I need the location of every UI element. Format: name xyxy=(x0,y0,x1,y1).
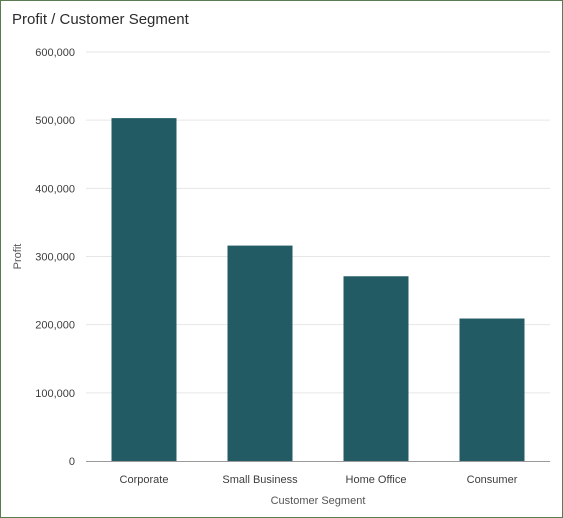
y-tick-label: 0 xyxy=(69,456,75,468)
x-tick-label: Home Office xyxy=(346,474,407,486)
x-axis-ticks: Corporate Small Business Home Office Consum… xyxy=(120,474,518,486)
y-tick-label: 200,000 xyxy=(35,320,75,332)
y-tick-label: 300,000 xyxy=(35,252,75,264)
bar-small-business[interactable] xyxy=(227,245,293,461)
x-axis-label: Customer Segment xyxy=(271,495,366,507)
bars xyxy=(111,118,525,461)
y-tick-label: 100,000 xyxy=(35,388,75,400)
x-tick-label: Consumer xyxy=(467,474,518,486)
bar-corporate[interactable] xyxy=(111,118,177,461)
x-tick-label: Small Business xyxy=(222,474,298,486)
x-tick-label: Corporate xyxy=(120,474,169,486)
y-axis-label: Profit xyxy=(12,244,24,270)
chart-title: Profit / Customer Segment xyxy=(12,11,189,28)
bar-home-office[interactable] xyxy=(343,276,409,461)
y-tick-label: 600,000 xyxy=(35,47,75,59)
bar-consumer[interactable] xyxy=(459,318,525,461)
y-tick-label: 400,000 xyxy=(35,183,75,195)
y-axis-ticks: 0 100,000 200,000 300,000 400,000 500,000 600,… xyxy=(35,47,75,468)
y-tick-label: 500,000 xyxy=(35,115,75,127)
